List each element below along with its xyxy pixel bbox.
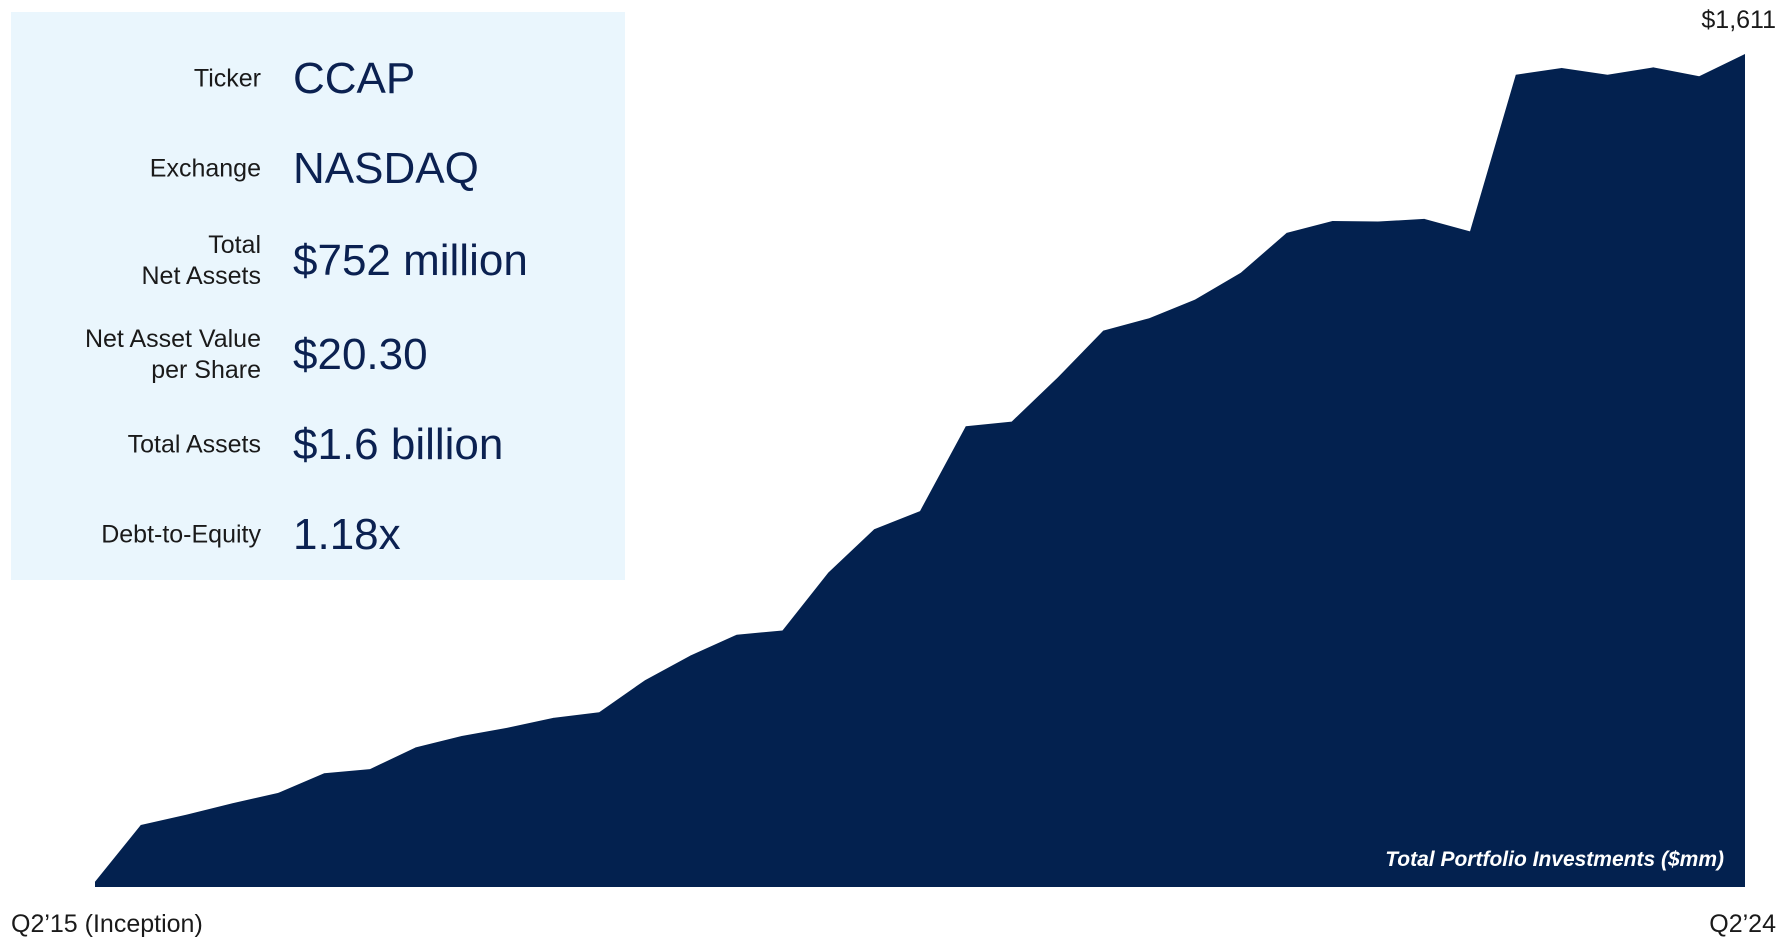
total-assets-value: $1.6 billion (293, 420, 504, 469)
exchange-value: NASDAQ (293, 144, 479, 193)
exchange-label: Exchange (149, 154, 261, 183)
debt-to-equity-label: Debt-to-Equity (101, 520, 261, 549)
ticker-label: Ticker (193, 64, 261, 93)
metric-row-ticker: Ticker CCAP (11, 34, 625, 124)
series-label: Total Portfolio Investments ($mm) (1385, 848, 1724, 871)
metric-row-nav-per-share: Net Asset Value per Share $20.30 (11, 310, 625, 400)
total-assets-label: Total Assets (127, 430, 261, 459)
x-axis-end-label: Q2’24 (1709, 910, 1776, 938)
metric-row-exchange: Exchange NASDAQ (11, 124, 625, 214)
metric-row-total-assets: Total Assets $1.6 billion (11, 400, 625, 490)
metric-row-total-net-assets: Total Net Assets $752 million (11, 216, 625, 306)
ticker-value: CCAP (293, 54, 416, 103)
nav-per-share-label: Net Asset Value per Share (84, 325, 261, 384)
portfolio-area (95, 54, 1745, 887)
metrics-panel: Ticker CCAP Exchange NASDAQ Total Net As… (11, 12, 625, 580)
end-value-label: $1,611 (1701, 6, 1776, 34)
total-net-assets-label: Total Net Assets (141, 231, 262, 290)
nav-per-share-value: $20.30 (293, 330, 428, 379)
debt-to-equity-value: 1.18x (293, 510, 401, 559)
total-net-assets-value: $752 million (293, 236, 528, 285)
x-axis-start-label: Q2’15 (Inception) (11, 910, 203, 938)
metric-row-debt-to-equity: Debt-to-Equity 1.18x (11, 490, 625, 580)
